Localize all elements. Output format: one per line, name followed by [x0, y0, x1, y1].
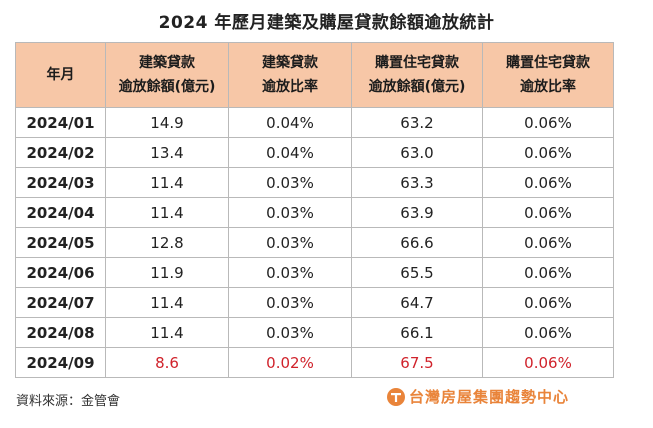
column-header: 年月	[15, 42, 106, 108]
column-header: 建築貸款 逾放比率	[228, 42, 352, 108]
source-note: 資料來源：金管會	[16, 394, 121, 409]
column-header-line: 建築貸款	[262, 55, 318, 71]
value-cell: 0.03%	[228, 317, 352, 348]
table-row: 2024/09 8.6 0.02% 67.5 0.06%	[15, 347, 614, 378]
column-header-line: 年月	[46, 67, 75, 83]
value-cell: 0.02%	[228, 347, 352, 378]
column-header: 購置住宅貸款 逾放餘額(億元)	[351, 42, 483, 108]
table-row: 2024/01 14.9 0.04% 63.2 0.06%	[15, 107, 614, 138]
brand-name: 台灣房屋集團趨勢中心	[409, 388, 570, 406]
column-header-line: 購置住宅貸款	[375, 55, 459, 71]
value-cell: 0.06%	[482, 347, 614, 378]
statistics-table: 年月 建築貸款 逾放餘額(億元) 建築貸款 逾放比率 購置住宅貸款 逾放餘額(億元) 購置住宅…	[15, 42, 614, 378]
period-cell: 2024/09	[15, 347, 106, 378]
period-cell: 2024/05	[15, 227, 106, 258]
value-cell: 63.2	[351, 107, 483, 138]
value-cell: 63.3	[351, 167, 483, 198]
value-cell: 0.06%	[482, 287, 614, 318]
value-cell: 11.9	[105, 257, 229, 288]
value-cell: 0.04%	[228, 137, 352, 168]
value-cell: 0.06%	[482, 227, 614, 258]
column-header-line: 建築貸款	[139, 55, 195, 71]
page-title: 2024 年歷月建築及購屋貸款餘額逾放統計	[158, 13, 495, 33]
value-cell: 65.5	[351, 257, 483, 288]
value-cell: 63.9	[351, 197, 483, 228]
value-cell: 0.03%	[228, 167, 352, 198]
period-cell: 2024/07	[15, 287, 106, 318]
period-cell: 2024/06	[15, 257, 106, 288]
column-header: 建築貸款逾放餘額(億元)	[105, 42, 229, 108]
value-cell: 0.06%	[482, 257, 614, 288]
value-cell: 0.03%	[228, 197, 352, 228]
header-row: 年月 建築貸款 逾放餘額(億元) 建築貸款 逾放比率 購置住宅貸款 逾放餘額(億元) 購置住宅…	[15, 42, 614, 108]
table-row: 2024/07 11.4 0.03% 64.7 0.06%	[15, 287, 614, 318]
value-cell: 0.03%	[228, 257, 352, 288]
table-row: 2024/03 11.4 0.03% 63.3 0.06%	[15, 167, 614, 198]
value-cell: 11.4	[105, 287, 229, 318]
table-body: 2024/01 14.9 0.04% 63.2 0.06% 2024/02 13.4 0.04…	[15, 107, 614, 378]
value-cell: 0.06%	[482, 197, 614, 228]
value-cell: 11.4	[105, 167, 229, 198]
value-cell: 0.06%	[482, 107, 614, 138]
period-cell: 2024/02	[15, 137, 106, 168]
column-header-line: 逾放比率	[262, 79, 318, 95]
value-cell: 0.06%	[482, 137, 614, 168]
value-cell: 66.6	[351, 227, 483, 258]
table-row: 2024/02 13.4 0.04% 63.0 0.06%	[15, 137, 614, 168]
column-header-line: 逾放比率	[520, 79, 576, 95]
period-cell: 2024/04	[15, 197, 106, 228]
value-cell: 13.4	[105, 137, 229, 168]
column-header-line: 逾放餘額(億元)	[368, 79, 466, 95]
period-cell: 2024/03	[15, 167, 106, 198]
value-cell: 0.03%	[228, 227, 352, 258]
value-cell: 0.06%	[482, 167, 614, 198]
table-row: 2024/06 11.9 0.03% 65.5 0.06%	[15, 257, 614, 288]
house-logo-icon	[387, 387, 405, 406]
value-cell: 0.04%	[228, 107, 352, 138]
value-cell: 12.8	[105, 227, 229, 258]
table-header: 年月 建築貸款 逾放餘額(億元) 建築貸款 逾放比率 購置住宅貸款 逾放餘額(億元) 購置住宅…	[15, 42, 614, 108]
value-cell: 67.5	[351, 347, 483, 378]
table-row: 2024/05 12.8 0.03% 66.6 0.06%	[15, 227, 614, 258]
value-cell: 63.0	[351, 137, 483, 168]
period-cell: 2024/01	[15, 107, 106, 138]
value-cell: 0.06%	[482, 317, 614, 348]
column-header-line: 逾放餘額(億元)	[118, 79, 216, 95]
value-cell: 14.9	[105, 107, 229, 138]
value-cell: 0.03%	[228, 287, 352, 318]
value-cell: 64.7	[351, 287, 483, 318]
column-header-line: 購置住宅貸款	[506, 55, 590, 71]
brand-logo: 台灣房屋集團趨勢中心	[387, 386, 569, 407]
value-cell: 11.4	[105, 317, 229, 348]
table-row: 2024/08 11.4 0.03% 66.1 0.06%	[15, 317, 614, 348]
value-cell: 11.4	[105, 197, 229, 228]
value-cell: 8.6	[105, 347, 229, 378]
table-row: 2024/04 11.4 0.03% 63.9 0.06%	[15, 197, 614, 228]
column-header: 購置住宅貸款 逾放比率	[482, 42, 614, 108]
period-cell: 2024/08	[15, 317, 106, 348]
value-cell: 66.1	[351, 317, 483, 348]
